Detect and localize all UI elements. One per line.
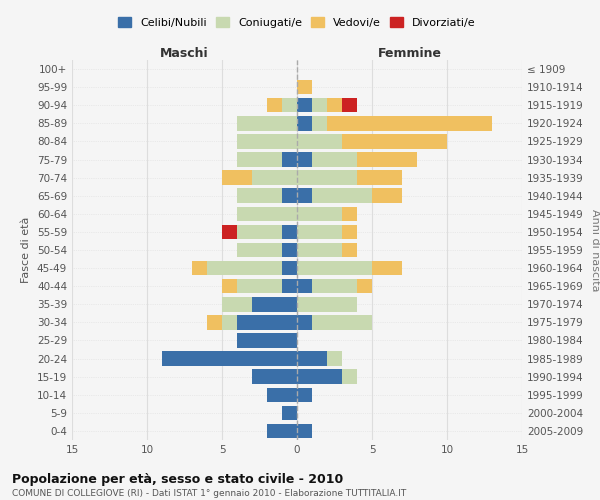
Bar bbox=[282, 188, 297, 203]
Bar bbox=[282, 98, 297, 112]
Text: COMUNE DI COLLEGIOVE (RI) - Dati ISTAT 1° gennaio 2010 - Elaborazione TUTTITALIA: COMUNE DI COLLEGIOVE (RI) - Dati ISTAT 1… bbox=[12, 489, 406, 498]
Bar bbox=[312, 279, 357, 293]
Bar bbox=[297, 80, 312, 94]
Bar bbox=[237, 116, 297, 130]
Bar bbox=[237, 279, 282, 293]
Bar bbox=[282, 224, 297, 239]
Bar bbox=[237, 333, 297, 347]
Bar bbox=[222, 315, 237, 330]
Bar bbox=[342, 206, 357, 221]
Bar bbox=[297, 424, 312, 438]
Bar bbox=[237, 224, 282, 239]
Bar bbox=[372, 261, 402, 276]
Bar bbox=[237, 315, 297, 330]
Bar bbox=[342, 134, 447, 148]
Bar bbox=[282, 261, 297, 276]
Y-axis label: Anni di nascita: Anni di nascita bbox=[590, 209, 600, 291]
Bar bbox=[297, 243, 342, 257]
Text: Maschi: Maschi bbox=[160, 47, 209, 60]
Bar bbox=[222, 170, 252, 185]
Bar bbox=[357, 279, 372, 293]
Bar bbox=[252, 297, 297, 312]
Bar bbox=[297, 116, 312, 130]
Bar bbox=[312, 152, 357, 167]
Bar bbox=[222, 224, 237, 239]
Bar bbox=[237, 243, 282, 257]
Bar bbox=[297, 352, 327, 366]
Bar bbox=[312, 116, 327, 130]
Bar bbox=[297, 388, 312, 402]
Bar bbox=[297, 188, 312, 203]
Bar bbox=[297, 315, 312, 330]
Bar bbox=[297, 134, 342, 148]
Bar bbox=[342, 243, 357, 257]
Bar bbox=[237, 134, 297, 148]
Bar bbox=[252, 370, 297, 384]
Bar bbox=[192, 261, 207, 276]
Bar bbox=[297, 261, 372, 276]
Bar bbox=[372, 188, 402, 203]
Bar bbox=[357, 152, 417, 167]
Bar bbox=[282, 243, 297, 257]
Bar bbox=[327, 98, 342, 112]
Bar bbox=[297, 297, 357, 312]
Bar bbox=[297, 170, 357, 185]
Bar bbox=[267, 98, 282, 112]
Text: Popolazione per età, sesso e stato civile - 2010: Popolazione per età, sesso e stato civil… bbox=[12, 472, 343, 486]
Bar bbox=[312, 315, 372, 330]
Bar bbox=[222, 297, 252, 312]
Bar bbox=[297, 279, 312, 293]
Bar bbox=[327, 116, 492, 130]
Bar bbox=[297, 98, 312, 112]
Bar bbox=[357, 170, 402, 185]
Bar bbox=[342, 370, 357, 384]
Bar bbox=[297, 370, 342, 384]
Bar bbox=[327, 352, 342, 366]
Bar bbox=[207, 261, 282, 276]
Bar bbox=[312, 98, 327, 112]
Bar bbox=[297, 152, 312, 167]
Bar bbox=[162, 352, 297, 366]
Bar bbox=[267, 388, 297, 402]
Bar bbox=[237, 152, 282, 167]
Y-axis label: Fasce di età: Fasce di età bbox=[22, 217, 31, 283]
Bar bbox=[282, 152, 297, 167]
Bar bbox=[297, 224, 342, 239]
Bar bbox=[207, 315, 222, 330]
Bar bbox=[222, 279, 237, 293]
Bar bbox=[237, 206, 297, 221]
Bar bbox=[282, 406, 297, 420]
Bar bbox=[312, 188, 372, 203]
Legend: Celibi/Nubili, Coniugati/e, Vedovi/e, Divorziati/e: Celibi/Nubili, Coniugati/e, Vedovi/e, Di… bbox=[114, 12, 480, 32]
Bar bbox=[252, 170, 297, 185]
Text: Femmine: Femmine bbox=[377, 47, 442, 60]
Bar bbox=[237, 188, 282, 203]
Bar bbox=[297, 206, 342, 221]
Bar bbox=[342, 224, 357, 239]
Bar bbox=[342, 98, 357, 112]
Bar bbox=[267, 424, 297, 438]
Bar bbox=[282, 279, 297, 293]
